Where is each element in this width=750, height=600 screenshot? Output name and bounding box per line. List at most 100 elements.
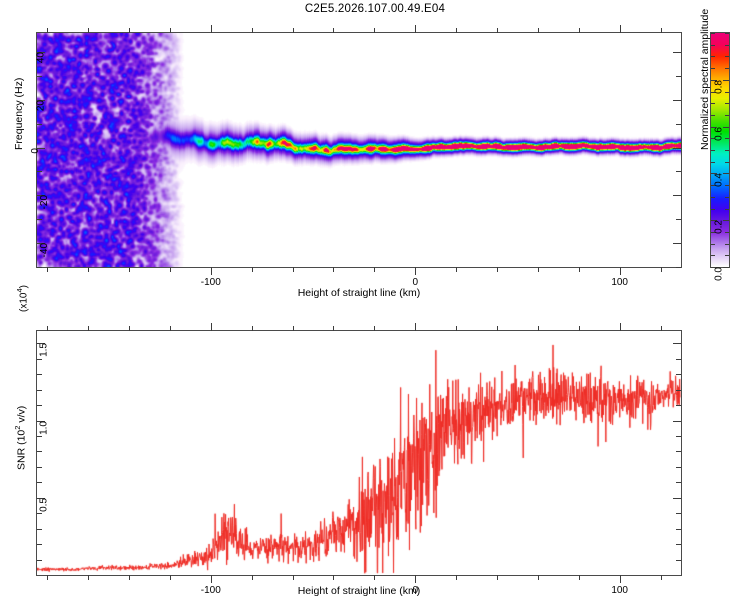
axis-tick bbox=[292, 575, 294, 580]
colorbar-tick-label: 0.0 bbox=[713, 267, 725, 281]
axis-tick bbox=[676, 436, 681, 437]
axis-tick bbox=[676, 451, 681, 453]
axis-tick bbox=[711, 161, 715, 163]
axis-tick bbox=[711, 79, 717, 81]
axis-tick bbox=[676, 123, 681, 125]
axis-tick bbox=[210, 323, 212, 331]
axis-tick bbox=[374, 326, 376, 331]
axis-tick bbox=[673, 343, 681, 345]
axis-tick bbox=[292, 28, 294, 33]
spectrogram-x-tick-label: 0 bbox=[412, 277, 418, 288]
axis-tick bbox=[37, 528, 42, 530]
axis-tick bbox=[37, 451, 42, 453]
snr-y-tick-label: 0.5 bbox=[38, 497, 50, 512]
axis-tick bbox=[333, 326, 335, 331]
axis-tick bbox=[129, 267, 130, 272]
axis-tick bbox=[537, 28, 539, 33]
snr-y-axis-label: SNR (102 v/v) bbox=[13, 406, 28, 470]
axis-tick bbox=[333, 28, 335, 33]
snr-multiplier-exponent: 4 bbox=[15, 288, 24, 293]
axis-tick bbox=[374, 575, 376, 580]
snr-multiplier-label: (x104) bbox=[15, 285, 30, 312]
axis-tick bbox=[723, 79, 729, 81]
axis-tick bbox=[37, 544, 42, 546]
axis-tick bbox=[169, 267, 171, 272]
axis-tick bbox=[456, 575, 458, 580]
snr-multiplier-text: (x10 bbox=[18, 292, 30, 312]
colorbar-label: Normalized spectral amplitude bbox=[699, 8, 711, 150]
axis-tick bbox=[676, 389, 681, 391]
axis-tick bbox=[619, 267, 621, 275]
axis-tick bbox=[676, 405, 681, 407]
axis-tick bbox=[129, 326, 130, 331]
axis-tick bbox=[537, 575, 539, 580]
axis-tick bbox=[725, 44, 729, 46]
axis-tick bbox=[711, 243, 715, 245]
axis-tick bbox=[497, 326, 498, 331]
axis-tick bbox=[711, 33, 715, 34]
axis-tick bbox=[676, 171, 681, 173]
axis-tick bbox=[129, 28, 130, 33]
axis-tick bbox=[333, 267, 335, 272]
axis-tick bbox=[37, 405, 42, 407]
spectrogram-y-tick-label: -20 bbox=[38, 195, 50, 210]
axis-tick bbox=[578, 28, 580, 33]
axis-tick bbox=[88, 326, 90, 331]
axis-tick bbox=[725, 114, 729, 116]
axis-tick bbox=[676, 559, 681, 561]
axis-tick bbox=[37, 99, 45, 101]
axis-tick bbox=[415, 323, 417, 331]
axis-tick bbox=[711, 103, 715, 105]
axis-tick bbox=[619, 323, 621, 331]
snr-y-axis-exponent: 2 bbox=[13, 425, 22, 430]
axis-tick bbox=[47, 575, 49, 580]
axis-tick bbox=[456, 28, 458, 33]
axis-tick bbox=[725, 208, 729, 210]
axis-tick bbox=[37, 559, 42, 561]
axis-tick bbox=[37, 436, 42, 437]
axis-tick bbox=[169, 326, 171, 331]
snr-x-tick-label: 0 bbox=[412, 585, 418, 596]
axis-tick bbox=[673, 497, 681, 499]
axis-tick bbox=[37, 75, 42, 77]
axis-tick bbox=[292, 267, 294, 272]
axis-tick bbox=[711, 267, 717, 268]
colorbar-tick-label: 0.8 bbox=[713, 79, 725, 94]
axis-tick bbox=[37, 513, 42, 515]
axis-tick bbox=[673, 195, 681, 197]
axis-tick bbox=[725, 243, 729, 245]
axis-tick bbox=[333, 575, 335, 580]
axis-tick bbox=[47, 267, 49, 272]
axis-tick bbox=[725, 161, 729, 163]
snr-x-tick-label: -100 bbox=[200, 585, 221, 596]
axis-tick bbox=[673, 243, 681, 245]
axis-tick bbox=[725, 231, 729, 233]
snr-canvas bbox=[37, 331, 681, 575]
spectrogram-y-axis-label: Frequency (Hz) bbox=[13, 77, 25, 150]
axis-tick bbox=[210, 575, 212, 583]
axis-tick bbox=[711, 114, 715, 116]
axis-tick bbox=[37, 497, 45, 499]
axis-tick bbox=[129, 575, 130, 580]
axis-tick bbox=[660, 575, 662, 580]
axis-tick bbox=[725, 91, 729, 93]
axis-tick bbox=[37, 267, 42, 268]
axis-tick bbox=[725, 255, 729, 257]
axis-tick bbox=[537, 326, 539, 331]
axis-tick bbox=[619, 25, 621, 33]
axis-tick bbox=[292, 326, 294, 331]
axis-tick bbox=[37, 389, 42, 391]
axis-tick bbox=[37, 195, 45, 197]
axis-tick bbox=[676, 482, 681, 484]
axis-tick bbox=[660, 267, 662, 272]
axis-tick bbox=[673, 99, 681, 101]
axis-tick bbox=[711, 208, 715, 210]
axis-tick bbox=[711, 68, 715, 70]
axis-tick bbox=[673, 420, 681, 422]
spectrogram-x-tick-label: 100 bbox=[611, 277, 628, 288]
axis-tick bbox=[47, 326, 49, 331]
colorbar-tick-label: 0.6 bbox=[713, 126, 725, 141]
axis-tick bbox=[37, 52, 45, 54]
axis-tick bbox=[251, 267, 253, 272]
axis-tick bbox=[251, 28, 253, 33]
